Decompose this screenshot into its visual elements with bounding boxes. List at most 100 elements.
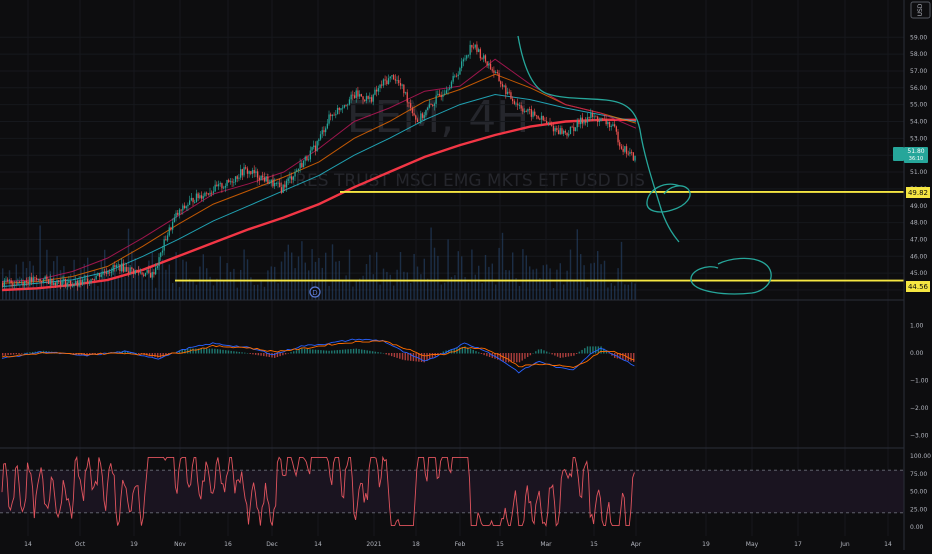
macd-histogram-bar — [461, 346, 464, 354]
level-lower-badge — [906, 281, 930, 292]
volume-bar — [165, 269, 167, 300]
macd-tick-label: −1.00 — [910, 378, 929, 385]
price-panel[interactable] — [1, 40, 904, 300]
hand-drawings[interactable] — [517, 35, 772, 295]
candle-body — [447, 89, 449, 91]
volume-bar — [141, 275, 143, 300]
candle-body — [552, 126, 555, 132]
candle-body — [566, 132, 568, 136]
macd-histogram-bar — [526, 353, 529, 358]
candle-body — [612, 124, 614, 127]
drawn-circle-lower[interactable] — [690, 257, 772, 295]
moving-average-line — [1, 58, 637, 283]
candle-body — [328, 114, 330, 124]
time-tick-label: 14 — [314, 541, 322, 548]
macd-histogram-bar — [312, 349, 314, 354]
macd-histogram-bar — [233, 351, 235, 354]
current-price-value: 51.80 — [907, 148, 924, 155]
volume-bar — [393, 285, 395, 300]
candle-body — [578, 120, 580, 125]
candle-body — [53, 282, 55, 286]
volume-bar — [277, 283, 279, 300]
candle-body — [268, 183, 271, 184]
macd-histogram-bar — [4, 353, 7, 356]
candle-body — [68, 280, 70, 283]
volume-bar — [287, 244, 289, 300]
volume-bar — [155, 287, 157, 300]
volume-bar — [209, 276, 211, 300]
macd-histogram-bar — [249, 353, 251, 354]
candle-body — [248, 171, 250, 174]
macd-histogram-bar — [336, 350, 338, 354]
candle-body — [491, 69, 493, 71]
candle-body — [104, 271, 106, 273]
candle-body — [350, 94, 352, 100]
candle-body — [391, 75, 393, 77]
rsi-panel[interactable] — [0, 455, 904, 528]
drawn-projection-path[interactable] — [517, 35, 680, 243]
volume-bar — [124, 277, 126, 300]
volume-bar — [325, 252, 327, 300]
candle-body — [374, 89, 376, 95]
candle-body — [287, 178, 289, 181]
candle-body — [449, 87, 451, 90]
candle-body — [265, 176, 267, 182]
candle-body — [311, 147, 313, 151]
candle-body — [428, 104, 430, 108]
candle-body — [197, 193, 199, 199]
candle-body — [155, 267, 157, 275]
macd-histogram-bar — [361, 349, 363, 354]
volume-bar — [117, 277, 119, 300]
macd-histogram-bar — [382, 353, 385, 354]
candle-body — [554, 128, 556, 132]
candle-body — [284, 184, 286, 188]
price-tick-label: 59.00 — [910, 34, 927, 41]
event-marker-icon[interactable] — [309, 286, 321, 298]
macd-histogram-bar — [116, 351, 118, 354]
candle-body — [483, 55, 485, 59]
candle-body — [501, 84, 504, 87]
candle-body — [576, 120, 578, 128]
candle-body — [301, 163, 303, 168]
candle-body — [508, 91, 510, 93]
candle-body — [481, 58, 483, 60]
candle-body — [602, 118, 604, 119]
volume-bar — [461, 256, 463, 300]
currency-box[interactable] — [910, 1, 931, 19]
macd-histogram-bar — [410, 353, 412, 361]
candle-body — [590, 112, 592, 119]
price-tick-label: 45.00 — [910, 270, 927, 277]
candle-body — [561, 128, 563, 134]
macd-panel[interactable] — [1, 338, 635, 374]
volume-bar — [440, 284, 442, 300]
drawn-circle-upper[interactable] — [646, 183, 691, 213]
macd-histogram-bar — [529, 353, 532, 356]
candle-body — [236, 176, 238, 179]
candle-body — [535, 115, 538, 117]
candle-body — [224, 185, 226, 188]
macd-histogram-bar — [260, 353, 262, 356]
candle-body — [81, 279, 84, 285]
macd-histogram-bar — [516, 353, 518, 363]
macd-histogram-bar — [554, 353, 556, 356]
candle-body — [214, 184, 216, 192]
candle-body — [34, 277, 36, 279]
candle-body — [382, 79, 385, 86]
macd-histogram-bar — [298, 349, 300, 354]
candle-body — [41, 280, 43, 283]
time-tick-label: Oct — [75, 541, 86, 548]
price-tick-label: 47.00 — [910, 236, 927, 243]
candle-body — [471, 44, 473, 48]
candle-body — [474, 44, 476, 48]
rsi-tick-label: 75.00 — [910, 471, 927, 478]
candle-body — [121, 263, 123, 272]
candle-body — [539, 118, 541, 120]
candle-body — [466, 55, 468, 59]
volume-bar — [396, 269, 398, 300]
candle-body — [348, 99, 351, 105]
macd-histogram-bar — [339, 349, 341, 354]
candle-body — [313, 145, 315, 148]
candle-body — [369, 97, 371, 99]
